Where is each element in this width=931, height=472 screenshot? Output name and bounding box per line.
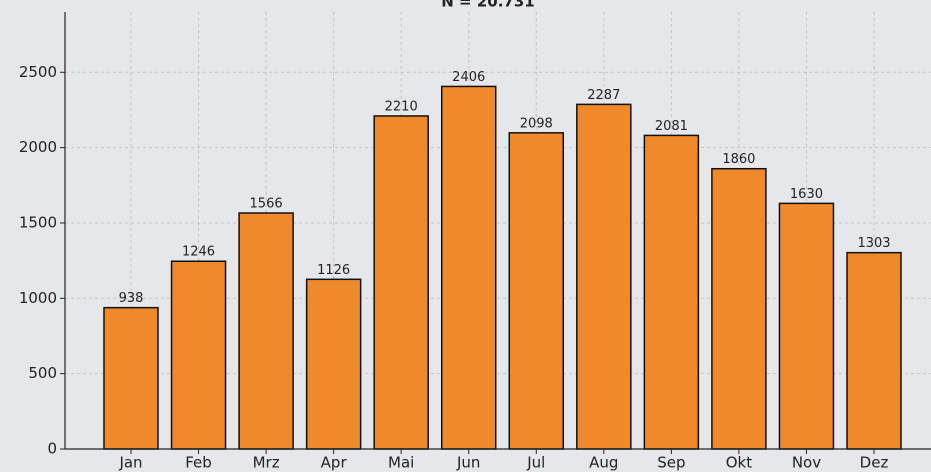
value-label: 2210 <box>385 99 418 114</box>
value-label: 2406 <box>452 70 485 85</box>
value-label: 1860 <box>722 152 755 167</box>
y-tick-label: 1500 <box>19 213 57 231</box>
x-tick-label: Sep <box>657 454 685 472</box>
chart-title: N = 20.731 <box>441 0 534 11</box>
value-label: 2098 <box>520 116 553 131</box>
y-tick-label: 0 <box>47 440 57 458</box>
bar <box>712 169 766 449</box>
bar <box>374 116 428 449</box>
bar <box>509 133 563 449</box>
y-tick-label: 500 <box>28 364 57 382</box>
x-tick-label: Aug <box>589 454 618 472</box>
bar <box>239 213 293 449</box>
x-tick-label: Jul <box>526 454 545 472</box>
bar <box>104 308 158 449</box>
bar <box>307 279 361 449</box>
chart: N = 20.731 0 500 1000 1500 2000 2500 Jan 938 Feb… <box>0 0 931 472</box>
bar <box>847 253 901 449</box>
bar <box>442 86 496 449</box>
value-label: 938 <box>119 291 144 306</box>
x-tick-label: Nov <box>792 454 821 472</box>
bar <box>577 104 631 449</box>
x-tick-label: Mrz <box>253 454 280 472</box>
value-label: 2081 <box>655 119 688 134</box>
value-label: 1246 <box>182 245 215 260</box>
bar <box>779 203 833 449</box>
value-label: 1566 <box>250 197 283 212</box>
x-tick-label: Dez <box>860 454 889 472</box>
x-tick-label: Mai <box>388 454 414 472</box>
bar <box>172 261 226 449</box>
y-tick-label: 2000 <box>19 138 57 156</box>
value-label: 2287 <box>587 88 620 103</box>
x-tick-label: Jun <box>456 454 480 472</box>
value-label: 1303 <box>857 236 890 251</box>
x-tick-label: Jan <box>118 454 142 472</box>
value-label: 1126 <box>317 263 350 278</box>
value-label: 1630 <box>790 187 823 202</box>
x-tick-label: Feb <box>185 454 212 472</box>
x-tick-label: Okt <box>726 454 752 472</box>
x-tick-label: Apr <box>321 454 348 472</box>
y-tick-label: 1000 <box>19 289 57 307</box>
bar <box>644 135 698 449</box>
y-tick-label: 2500 <box>19 63 57 81</box>
